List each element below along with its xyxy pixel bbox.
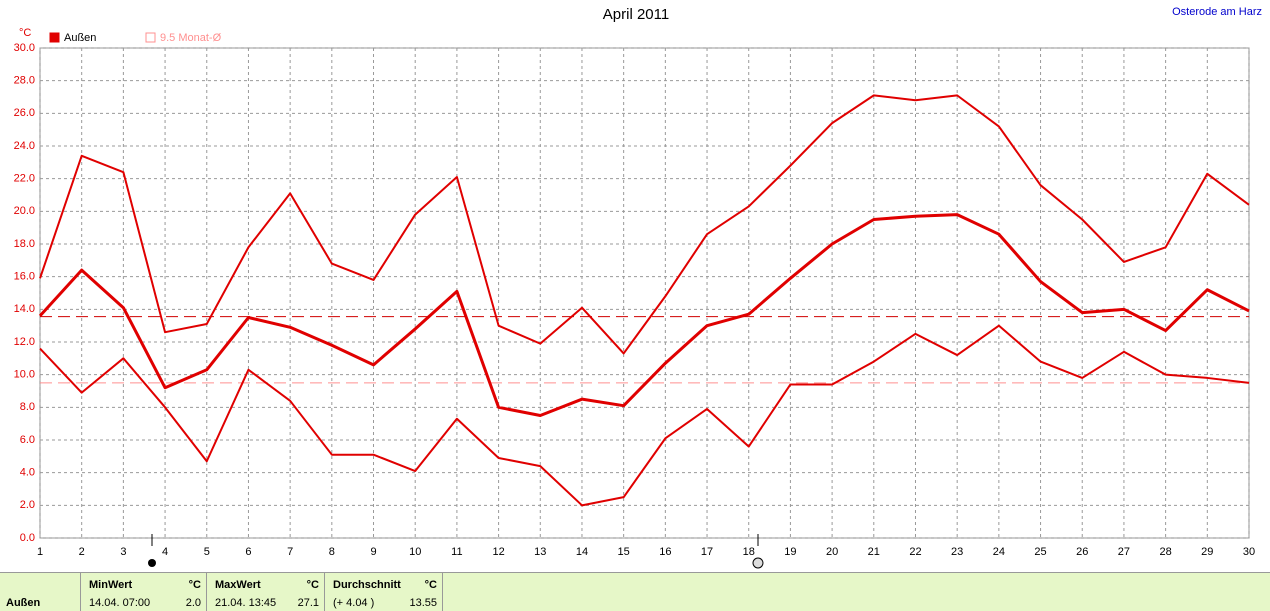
x-tick-label: 28	[1159, 546, 1171, 558]
x-tick-label: 9	[370, 546, 376, 558]
stats-divider	[442, 573, 443, 611]
x-tick-label: 6	[245, 546, 251, 558]
y-tick-label: 2.0	[20, 499, 35, 511]
x-tick-label: 13	[534, 546, 546, 558]
location: Osterode am Harz	[1172, 6, 1262, 18]
y-tick-label: 18.0	[14, 238, 35, 250]
x-tick-label: 30	[1243, 546, 1255, 558]
x-tick-label: 26	[1076, 546, 1088, 558]
x-tick-label: 20	[826, 546, 838, 558]
y-tick-label: 4.0	[20, 467, 35, 479]
x-tick-label: 25	[1034, 546, 1046, 558]
y-tick-label: 16.0	[14, 271, 35, 283]
x-tick-label: 27	[1118, 546, 1130, 558]
series-line	[39, 324, 1250, 507]
y-tick-label: 30.0	[14, 42, 35, 54]
y-tick-label: 0.0	[20, 532, 35, 544]
x-tick-label: 17	[701, 546, 713, 558]
x-tick-label: 10	[409, 546, 421, 558]
y-tick-label: 26.0	[14, 107, 35, 119]
y-tick-label: 20.0	[14, 205, 35, 217]
x-tick-label: 2	[79, 546, 85, 558]
stats-cell: MaxWert °C 21.04. 13:45 27.1	[206, 573, 325, 611]
stats-panel: Außen MinWert °C 14.04. 07:00 2.0 MaxWert °C 2…	[0, 572, 1270, 611]
stats-when: 21.04. 13:45	[215, 597, 277, 609]
legend-label: 9.5 Monat-Ø	[160, 32, 222, 44]
moon-new	[148, 559, 156, 567]
x-tick-label: 7	[287, 546, 293, 558]
stats-unit: °C	[306, 579, 319, 591]
stats-value: 13.55	[409, 597, 437, 609]
row-label: Außen	[6, 597, 41, 609]
x-tick-label: 21	[868, 546, 880, 558]
stats-value: 2.0	[185, 597, 201, 609]
chart: April 2011 Osterode am Harz °C 0.0 2.0 4.0…	[14, 6, 1262, 569]
x-tick-label: 8	[329, 546, 335, 558]
legend-swatch	[49, 32, 60, 43]
y-unit: °C	[19, 27, 31, 39]
y-tick-label: 6.0	[20, 434, 35, 446]
y-tick-label: 10.0	[14, 369, 35, 381]
x-tick-label: 12	[492, 546, 504, 558]
stats-header: Durchschnitt	[333, 579, 401, 591]
x-tick-label: 16	[659, 546, 671, 558]
chart-title: April 2011	[603, 6, 669, 23]
x-tick-label: 14	[576, 546, 588, 558]
series-line	[38, 213, 1250, 417]
x-tick-label: 11	[451, 546, 462, 558]
x-tick-label: 22	[909, 546, 921, 558]
y-tick-label: 22.0	[14, 173, 35, 185]
stats-value: 27.1	[297, 597, 319, 609]
legend-label: Außen	[64, 32, 96, 44]
x-tick-label: 23	[951, 546, 963, 558]
y-tick-label: 24.0	[14, 140, 35, 152]
y-tick-label: 28.0	[14, 75, 35, 87]
y-tick-label: 8.0	[20, 401, 35, 413]
x-tick-label: 19	[784, 546, 796, 558]
plot-frame	[39, 47, 1250, 539]
x-tick-label: 29	[1201, 546, 1213, 558]
moon-full	[752, 557, 764, 569]
stats-when: 14.04. 07:00	[89, 597, 151, 609]
x-tick-label: 15	[618, 546, 630, 558]
y-tick-label: 12.0	[14, 336, 35, 348]
series-line	[39, 94, 1250, 355]
stats-unit: °C	[424, 579, 437, 591]
x-tick-label: 18	[743, 546, 755, 558]
stats-header: MinWert	[89, 579, 133, 591]
x-tick-label: 4	[162, 546, 168, 558]
x-tick-label: 1	[37, 546, 43, 558]
stats-header: MaxWert	[215, 579, 261, 591]
x-tick-label: 3	[120, 546, 126, 558]
x-tick-label: 5	[204, 546, 210, 558]
stats-cell: MinWert °C 14.04. 07:00 2.0	[80, 573, 207, 611]
y-tick-label: 14.0	[14, 303, 35, 315]
x-tick-label: 24	[993, 546, 1005, 558]
stats-cell: Durchschnitt °C (+ 4.04 ) 13.55	[324, 573, 443, 611]
stats-unit: °C	[188, 579, 201, 591]
legend-swatch	[145, 32, 156, 43]
stats-when: (+ 4.04 )	[333, 597, 375, 609]
